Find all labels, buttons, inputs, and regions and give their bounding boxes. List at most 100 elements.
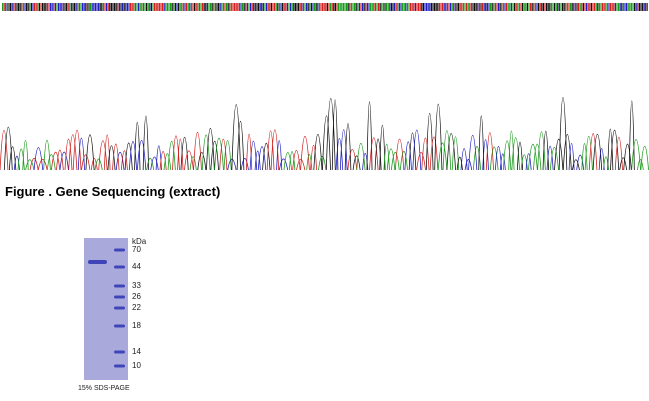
base-call bbox=[246, 3, 248, 11]
base-call bbox=[290, 3, 292, 11]
base-call bbox=[584, 3, 586, 11]
base-call bbox=[416, 3, 418, 11]
trace-peak bbox=[112, 143, 120, 171]
base-call bbox=[293, 3, 295, 11]
ladder-band bbox=[114, 364, 125, 368]
base-call bbox=[78, 3, 80, 11]
base-call bbox=[8, 3, 10, 11]
base-call bbox=[645, 3, 647, 11]
trace-peak bbox=[107, 145, 116, 171]
base-call bbox=[640, 3, 642, 11]
base-call bbox=[261, 3, 263, 11]
base-call bbox=[301, 3, 303, 11]
base-call bbox=[533, 3, 535, 11]
base-call bbox=[62, 3, 64, 11]
trace-peak bbox=[549, 146, 559, 171]
trace-peak bbox=[619, 157, 628, 171]
unit-label: kDa bbox=[132, 237, 147, 246]
trace-peak bbox=[508, 130, 515, 171]
marker-label: 22 bbox=[132, 303, 141, 312]
base-call bbox=[571, 3, 573, 11]
base-call bbox=[138, 3, 140, 11]
base-call bbox=[448, 3, 450, 11]
trace-peak bbox=[631, 138, 641, 171]
trace-peak bbox=[383, 143, 390, 171]
base-call bbox=[264, 3, 266, 11]
base-call bbox=[114, 3, 116, 11]
base-call bbox=[226, 3, 228, 11]
base-call bbox=[262, 3, 264, 11]
base-call bbox=[126, 3, 128, 11]
trace-peak bbox=[296, 158, 306, 171]
trace-peak bbox=[331, 99, 339, 171]
base-call bbox=[210, 3, 212, 11]
trace-peak bbox=[180, 136, 189, 171]
base-call bbox=[184, 3, 186, 11]
trace-peak bbox=[468, 134, 478, 171]
base-call bbox=[338, 3, 340, 11]
trace-peak bbox=[56, 149, 64, 171]
base-call bbox=[334, 3, 336, 11]
base-call bbox=[162, 3, 164, 11]
trace-peak bbox=[270, 129, 280, 171]
base-call bbox=[350, 3, 352, 11]
base-call bbox=[514, 3, 516, 11]
trace-peak bbox=[134, 121, 141, 171]
base-call bbox=[373, 3, 375, 11]
base-call bbox=[227, 3, 229, 11]
gel-caption: 15% SDS-PAGE bbox=[78, 385, 130, 392]
base-call bbox=[200, 3, 202, 11]
trace-peak bbox=[210, 140, 219, 171]
base-call bbox=[557, 3, 559, 11]
trace-peak bbox=[499, 153, 506, 171]
base-call bbox=[402, 3, 404, 11]
base-call bbox=[86, 3, 88, 11]
base-call bbox=[646, 3, 648, 11]
trace-peak bbox=[3, 126, 13, 171]
base-call bbox=[509, 3, 511, 11]
base-call bbox=[445, 3, 447, 11]
base-call bbox=[586, 3, 588, 11]
base-call bbox=[467, 3, 469, 11]
base-call bbox=[117, 3, 119, 11]
base-call bbox=[506, 3, 508, 11]
trace-peak bbox=[163, 153, 172, 171]
trace-peak bbox=[193, 132, 202, 171]
trace-peak bbox=[115, 151, 125, 171]
base-call bbox=[91, 3, 93, 11]
trace-peak bbox=[103, 134, 111, 171]
base-call bbox=[450, 3, 452, 11]
base-call bbox=[565, 3, 567, 11]
base-call bbox=[530, 3, 532, 11]
trace-peak bbox=[502, 140, 512, 171]
base-call bbox=[96, 3, 98, 11]
trace-peak bbox=[425, 113, 434, 171]
base-call bbox=[614, 3, 616, 11]
trace-peak bbox=[369, 137, 379, 171]
trace-peak bbox=[478, 115, 485, 171]
base-call bbox=[240, 3, 242, 11]
marker-label: 10 bbox=[132, 361, 141, 370]
trace-peak bbox=[266, 130, 275, 171]
base-call bbox=[555, 3, 557, 11]
trace-peak bbox=[136, 140, 147, 171]
trace-peak bbox=[460, 148, 468, 171]
marker-label: 70 bbox=[132, 245, 141, 254]
base-call bbox=[323, 3, 325, 11]
trace-peak bbox=[231, 104, 241, 171]
base-call bbox=[235, 3, 237, 11]
trace-peak bbox=[386, 148, 396, 171]
trace-peak bbox=[339, 129, 348, 171]
trace-peak bbox=[421, 137, 430, 171]
base-call bbox=[618, 3, 620, 11]
base-call bbox=[362, 3, 364, 11]
base-call bbox=[630, 3, 632, 11]
base-call bbox=[2, 3, 4, 11]
base-call bbox=[438, 3, 440, 11]
base-call bbox=[499, 3, 501, 11]
base-call bbox=[134, 3, 136, 11]
base-call bbox=[213, 3, 215, 11]
base-call bbox=[462, 3, 464, 11]
trace-peak bbox=[404, 141, 412, 171]
base-call bbox=[238, 3, 240, 11]
